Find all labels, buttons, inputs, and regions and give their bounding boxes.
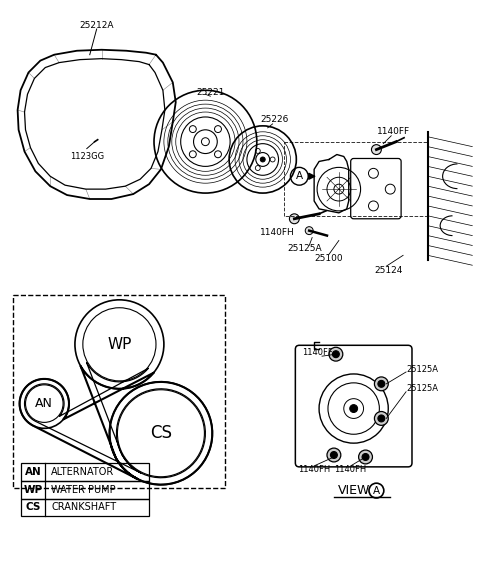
Text: ALTERNATOR: ALTERNATOR <box>51 467 114 477</box>
Circle shape <box>374 412 388 425</box>
Circle shape <box>350 405 358 413</box>
Circle shape <box>329 347 343 361</box>
Text: 25100: 25100 <box>315 254 343 263</box>
Bar <box>12 295 225 487</box>
Circle shape <box>327 448 341 462</box>
Bar <box>21 481 149 499</box>
Text: 25221: 25221 <box>196 88 225 97</box>
Circle shape <box>330 451 337 458</box>
Text: AN: AN <box>36 397 53 410</box>
Bar <box>21 499 149 516</box>
Text: WP: WP <box>107 337 132 352</box>
Circle shape <box>362 454 369 461</box>
Circle shape <box>289 214 300 223</box>
Circle shape <box>359 450 372 464</box>
Circle shape <box>374 377 388 391</box>
Text: 25212A: 25212A <box>79 21 114 30</box>
Text: 25125A: 25125A <box>406 384 438 393</box>
Bar <box>21 463 149 481</box>
Text: 25226: 25226 <box>261 116 289 124</box>
Circle shape <box>378 380 385 387</box>
Circle shape <box>333 351 339 357</box>
Text: 1140FH: 1140FH <box>298 465 330 474</box>
Text: 1140FF: 1140FF <box>377 127 410 136</box>
Text: 1140FF: 1140FF <box>302 348 333 357</box>
Circle shape <box>372 145 381 154</box>
Text: 25125A: 25125A <box>406 365 438 373</box>
Text: 25124: 25124 <box>374 266 402 275</box>
Circle shape <box>305 227 313 235</box>
Text: CS: CS <box>150 424 172 442</box>
Text: WATER PUMP: WATER PUMP <box>51 484 116 495</box>
Circle shape <box>260 157 265 162</box>
Text: 1123GG: 1123GG <box>70 152 104 161</box>
Text: AN: AN <box>24 467 41 477</box>
Text: A: A <box>296 171 303 181</box>
Text: 25125A: 25125A <box>287 244 322 253</box>
Text: CS: CS <box>25 502 41 512</box>
Text: 1140FH: 1140FH <box>260 228 295 237</box>
Text: A: A <box>373 486 380 495</box>
Text: VIEW: VIEW <box>337 484 370 497</box>
Circle shape <box>378 415 385 422</box>
Text: 1140FH: 1140FH <box>335 465 367 474</box>
Text: WP: WP <box>24 484 43 495</box>
Text: CRANKSHAFT: CRANKSHAFT <box>51 502 116 512</box>
